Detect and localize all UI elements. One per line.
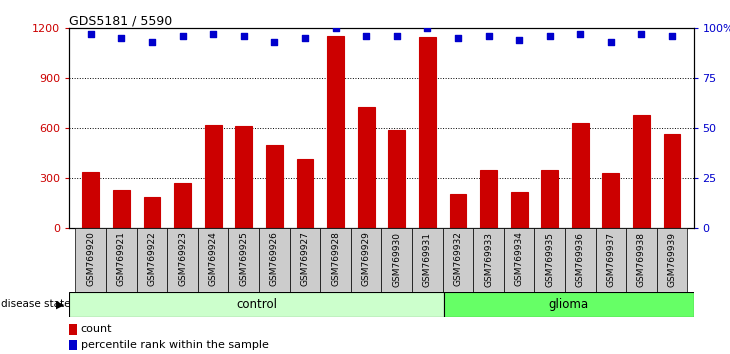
Bar bbox=[412, 228, 442, 292]
Point bbox=[146, 40, 158, 45]
Point bbox=[269, 40, 280, 45]
Bar bbox=[664, 134, 680, 228]
Bar bbox=[69, 292, 444, 317]
Bar bbox=[290, 228, 320, 292]
Point bbox=[361, 34, 372, 39]
Bar bbox=[235, 126, 252, 228]
Text: ▶: ▶ bbox=[55, 299, 64, 309]
Bar bbox=[69, 324, 77, 335]
Point bbox=[330, 25, 342, 31]
Bar bbox=[106, 228, 137, 292]
Bar bbox=[444, 292, 694, 317]
Text: GSM769920: GSM769920 bbox=[86, 232, 96, 286]
Bar bbox=[113, 190, 130, 228]
Text: GSM769927: GSM769927 bbox=[301, 232, 310, 286]
Text: GSM769921: GSM769921 bbox=[117, 232, 126, 286]
Bar bbox=[320, 228, 351, 292]
Bar bbox=[137, 228, 167, 292]
Point bbox=[483, 34, 494, 39]
Bar bbox=[358, 107, 374, 228]
Point bbox=[575, 32, 586, 37]
Text: GSM769932: GSM769932 bbox=[453, 232, 462, 286]
Text: GSM769923: GSM769923 bbox=[178, 232, 187, 286]
Text: percentile rank within the sample: percentile rank within the sample bbox=[80, 340, 269, 350]
Bar bbox=[572, 123, 588, 228]
Point bbox=[666, 34, 678, 39]
Bar bbox=[69, 340, 77, 350]
Text: GSM769929: GSM769929 bbox=[361, 232, 371, 286]
Bar bbox=[327, 36, 344, 228]
Text: glioma: glioma bbox=[549, 298, 588, 311]
Bar bbox=[450, 194, 466, 228]
Bar bbox=[296, 159, 313, 228]
Bar bbox=[198, 228, 228, 292]
Point bbox=[636, 32, 648, 37]
Point bbox=[421, 25, 433, 31]
Text: GSM769935: GSM769935 bbox=[545, 232, 554, 286]
Text: GSM769922: GSM769922 bbox=[147, 232, 156, 286]
Bar bbox=[381, 228, 412, 292]
Bar bbox=[511, 192, 528, 228]
Bar bbox=[82, 172, 99, 228]
Bar bbox=[633, 115, 650, 228]
Text: GSM769926: GSM769926 bbox=[270, 232, 279, 286]
Bar bbox=[75, 228, 106, 292]
Text: GSM769931: GSM769931 bbox=[423, 232, 432, 286]
Bar bbox=[351, 228, 381, 292]
Bar bbox=[565, 228, 596, 292]
Bar bbox=[534, 228, 565, 292]
Text: count: count bbox=[80, 324, 112, 334]
Bar bbox=[442, 228, 473, 292]
Point bbox=[207, 32, 219, 37]
Bar bbox=[626, 228, 657, 292]
Point bbox=[452, 35, 464, 41]
Text: GSM769938: GSM769938 bbox=[637, 232, 646, 286]
Text: disease state: disease state bbox=[1, 299, 70, 309]
Bar bbox=[228, 228, 259, 292]
Text: GSM769933: GSM769933 bbox=[484, 232, 493, 286]
Text: GSM769939: GSM769939 bbox=[667, 232, 677, 286]
Bar bbox=[259, 228, 290, 292]
Text: GSM769925: GSM769925 bbox=[239, 232, 248, 286]
Bar bbox=[167, 228, 198, 292]
Point bbox=[238, 34, 250, 39]
Text: GDS5181 / 5590: GDS5181 / 5590 bbox=[69, 14, 172, 27]
Text: GSM769934: GSM769934 bbox=[515, 232, 523, 286]
Text: GSM769936: GSM769936 bbox=[576, 232, 585, 286]
Bar bbox=[473, 228, 504, 292]
Point bbox=[115, 35, 127, 41]
Point bbox=[299, 35, 311, 41]
Bar bbox=[419, 37, 436, 228]
Text: control: control bbox=[236, 298, 277, 311]
Bar bbox=[480, 170, 497, 228]
Point bbox=[85, 32, 96, 37]
Bar bbox=[266, 145, 283, 228]
Text: GSM769928: GSM769928 bbox=[331, 232, 340, 286]
Bar bbox=[657, 228, 688, 292]
Bar bbox=[144, 197, 161, 228]
Bar bbox=[388, 130, 405, 228]
Bar bbox=[504, 228, 534, 292]
Point bbox=[513, 38, 525, 43]
Point bbox=[605, 40, 617, 45]
Bar bbox=[596, 228, 626, 292]
Text: GSM769930: GSM769930 bbox=[392, 232, 402, 286]
Text: GSM769924: GSM769924 bbox=[209, 232, 218, 286]
Bar bbox=[174, 183, 191, 228]
Bar bbox=[541, 170, 558, 228]
Point bbox=[544, 34, 556, 39]
Bar bbox=[204, 125, 222, 228]
Bar bbox=[602, 173, 619, 228]
Text: GSM769937: GSM769937 bbox=[607, 232, 615, 286]
Point bbox=[391, 34, 402, 39]
Point bbox=[177, 34, 188, 39]
